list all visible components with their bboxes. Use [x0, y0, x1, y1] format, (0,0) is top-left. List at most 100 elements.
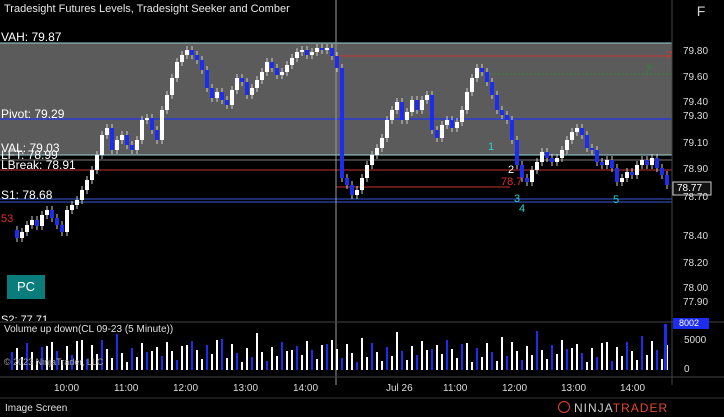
candle-body	[395, 102, 399, 110]
candle-body	[30, 220, 34, 225]
volume-bar	[386, 347, 388, 370]
volume-bar	[231, 344, 233, 370]
candle-body	[200, 60, 204, 70]
candlesticks	[15, 44, 669, 242]
volume-bar	[611, 361, 613, 370]
time-tick: Jul 26	[386, 383, 413, 394]
candle-body	[500, 110, 504, 115]
volume-bar	[81, 340, 83, 370]
volume-bar	[256, 333, 258, 370]
volume-tick-5000: 5000	[684, 335, 707, 346]
volume-bar	[396, 332, 398, 370]
price-tick: 78.40	[683, 231, 709, 242]
volume-bar	[481, 357, 483, 370]
time-tick: 13:00	[561, 383, 587, 394]
left-red-marker: 53	[1, 213, 14, 225]
candle-body	[515, 140, 519, 165]
candle-body	[60, 225, 64, 232]
candle-body	[445, 120, 449, 125]
candle-body	[335, 56, 339, 68]
volume-bar	[571, 348, 573, 370]
marker-one: 1	[488, 141, 495, 153]
volume-bar	[606, 342, 608, 370]
volume-bar	[11, 352, 13, 370]
candle-body	[80, 190, 84, 200]
candle-body	[110, 128, 114, 150]
volume-bar	[501, 337, 503, 370]
volume-bar	[486, 343, 488, 370]
time-tick: 11:00	[443, 383, 468, 394]
volume-bar	[186, 345, 188, 370]
volume-bar	[101, 340, 103, 370]
candle-body	[205, 70, 209, 88]
marker-five: 5	[613, 194, 620, 206]
volume-bar	[291, 350, 293, 370]
candle-body	[180, 55, 184, 62]
volume-bar	[456, 358, 458, 370]
candle-body	[640, 160, 644, 165]
volume-bar	[641, 336, 643, 370]
candle-body	[450, 120, 454, 128]
candle-body	[260, 72, 264, 80]
marker-three: 3	[514, 193, 521, 205]
volume-bar	[341, 358, 343, 370]
candle-body	[470, 78, 474, 92]
candle-body	[50, 210, 54, 218]
volume-bar	[181, 346, 183, 370]
candle-body	[505, 115, 509, 120]
marker-four: 4	[519, 203, 526, 215]
candle-body	[100, 135, 104, 155]
volume-bar	[491, 352, 493, 370]
candle-body	[135, 140, 139, 150]
volume-bar	[271, 347, 273, 370]
time-tick: 11:00	[114, 383, 139, 394]
candle-body	[140, 120, 144, 140]
volume-bar	[601, 343, 603, 370]
candle-body	[370, 155, 374, 165]
volume-bar	[551, 345, 553, 370]
float-button[interactable]: F	[696, 3, 706, 19]
candle-body	[415, 100, 419, 110]
pc-button[interactable]: PC	[7, 275, 45, 299]
brand-trader: TRADER	[612, 401, 669, 415]
volume-bar	[121, 353, 123, 370]
candle-body	[440, 125, 444, 138]
copyright-text: © 2023 NinjaTrader, LLC	[4, 357, 104, 367]
candle-body	[580, 128, 584, 135]
volume-bar	[511, 342, 513, 370]
volume-bar	[276, 356, 278, 370]
volume-bar	[401, 351, 403, 370]
s2-label: S2: 77.71	[1, 314, 49, 321]
current-price-box	[672, 181, 712, 196]
ninja-logo-icon	[558, 401, 570, 413]
marker-two: 2	[508, 164, 515, 176]
volume-bar	[56, 351, 58, 370]
volume-bar	[246, 348, 248, 370]
candle-body	[185, 50, 189, 55]
volume-bar	[526, 346, 528, 370]
candle-body	[285, 65, 289, 72]
candle-body	[550, 158, 554, 162]
pivot-label: Pivot: 79.29	[1, 107, 65, 121]
volume-bar	[591, 348, 593, 370]
candle-body	[255, 80, 259, 88]
volume-bar	[306, 341, 308, 370]
candle-body	[225, 100, 229, 105]
candle-body	[330, 48, 334, 56]
volume-bar	[381, 361, 383, 370]
time-tick: 14:00	[620, 383, 646, 394]
volume-bar	[336, 349, 338, 370]
volume-bar	[411, 346, 413, 370]
volume-bar	[191, 341, 193, 370]
time-tick: 10:00	[54, 383, 80, 394]
candle-body	[300, 50, 304, 52]
current-volume-box	[673, 318, 709, 329]
candle-body	[365, 165, 369, 178]
marker-seven-b: 7	[645, 64, 652, 76]
volume-bar	[126, 362, 128, 370]
candle-body	[240, 78, 244, 82]
volume-bar	[421, 341, 423, 370]
volume-bar	[471, 362, 473, 370]
volume-bar	[71, 355, 73, 370]
